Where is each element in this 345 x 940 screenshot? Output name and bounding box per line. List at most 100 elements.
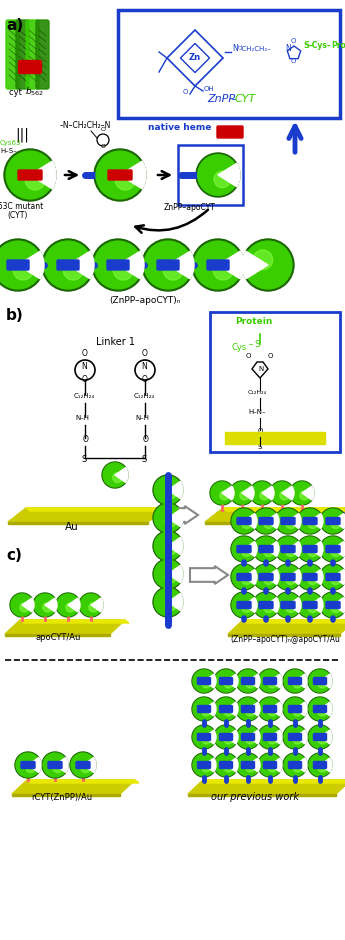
Circle shape bbox=[290, 481, 314, 505]
Text: N–H: N–H bbox=[75, 415, 89, 421]
FancyBboxPatch shape bbox=[288, 706, 302, 713]
Text: native heme: native heme bbox=[148, 123, 211, 132]
FancyBboxPatch shape bbox=[326, 573, 340, 581]
Text: N: N bbox=[232, 44, 238, 53]
FancyBboxPatch shape bbox=[264, 678, 276, 684]
Wedge shape bbox=[168, 565, 183, 583]
Circle shape bbox=[224, 707, 233, 716]
Circle shape bbox=[232, 509, 256, 533]
Text: S: S bbox=[258, 444, 263, 450]
Circle shape bbox=[320, 508, 345, 534]
Circle shape bbox=[193, 754, 215, 776]
Wedge shape bbox=[266, 513, 279, 528]
Polygon shape bbox=[228, 634, 340, 636]
Wedge shape bbox=[248, 674, 260, 688]
Circle shape bbox=[309, 698, 331, 720]
Circle shape bbox=[331, 547, 341, 556]
Circle shape bbox=[251, 482, 273, 504]
Wedge shape bbox=[333, 541, 345, 556]
Circle shape bbox=[264, 574, 274, 585]
Text: O: O bbox=[142, 349, 148, 358]
FancyBboxPatch shape bbox=[6, 20, 19, 89]
Circle shape bbox=[215, 670, 237, 692]
Bar bbox=[118, 10, 340, 118]
Circle shape bbox=[253, 592, 279, 618]
Text: Cys: Cys bbox=[232, 343, 247, 352]
Polygon shape bbox=[188, 794, 336, 796]
Text: $b_{562}$: $b_{562}$ bbox=[25, 86, 44, 99]
Circle shape bbox=[215, 698, 237, 720]
Circle shape bbox=[154, 588, 182, 616]
Circle shape bbox=[10, 593, 34, 617]
Wedge shape bbox=[91, 598, 103, 612]
Wedge shape bbox=[222, 486, 234, 500]
FancyBboxPatch shape bbox=[288, 761, 302, 769]
Text: |||: ||| bbox=[15, 128, 29, 142]
Polygon shape bbox=[188, 780, 345, 794]
Text: b): b) bbox=[6, 308, 24, 323]
Circle shape bbox=[70, 752, 96, 778]
Text: O: O bbox=[268, 353, 273, 359]
Text: apoCYT/Au: apoCYT/Au bbox=[238, 523, 286, 532]
Circle shape bbox=[154, 532, 182, 560]
Circle shape bbox=[42, 239, 94, 291]
Circle shape bbox=[286, 519, 296, 528]
Circle shape bbox=[283, 725, 307, 749]
Circle shape bbox=[293, 707, 302, 716]
Text: (CYT): (CYT) bbox=[8, 211, 28, 220]
FancyBboxPatch shape bbox=[16, 20, 29, 89]
Circle shape bbox=[224, 735, 233, 744]
Wedge shape bbox=[45, 598, 57, 612]
FancyBboxPatch shape bbox=[259, 545, 273, 553]
Wedge shape bbox=[262, 486, 274, 500]
Circle shape bbox=[298, 565, 322, 589]
Circle shape bbox=[0, 239, 44, 291]
Wedge shape bbox=[55, 758, 68, 773]
Wedge shape bbox=[270, 674, 282, 688]
Polygon shape bbox=[8, 522, 148, 524]
Circle shape bbox=[308, 547, 317, 556]
FancyBboxPatch shape bbox=[259, 602, 273, 608]
Circle shape bbox=[253, 250, 273, 270]
Circle shape bbox=[220, 491, 229, 500]
Circle shape bbox=[43, 603, 52, 612]
Wedge shape bbox=[168, 481, 183, 498]
Circle shape bbox=[241, 519, 252, 528]
Text: O: O bbox=[183, 89, 188, 95]
FancyBboxPatch shape bbox=[241, 761, 255, 769]
Circle shape bbox=[297, 536, 323, 562]
Circle shape bbox=[242, 239, 294, 291]
Circle shape bbox=[92, 239, 144, 291]
Circle shape bbox=[163, 260, 183, 280]
Text: S: S bbox=[254, 340, 260, 349]
Circle shape bbox=[153, 503, 183, 533]
Circle shape bbox=[34, 594, 56, 616]
Circle shape bbox=[56, 593, 80, 617]
Circle shape bbox=[194, 241, 242, 289]
FancyBboxPatch shape bbox=[281, 602, 295, 608]
Wedge shape bbox=[310, 570, 323, 585]
Text: H–S–: H–S– bbox=[0, 148, 17, 154]
Text: c): c) bbox=[6, 548, 22, 563]
Text: H: H bbox=[237, 45, 241, 50]
Text: N–H: N–H bbox=[135, 415, 149, 421]
Circle shape bbox=[309, 754, 331, 776]
Circle shape bbox=[94, 149, 146, 201]
Wedge shape bbox=[320, 674, 332, 688]
Circle shape bbox=[26, 762, 36, 773]
Circle shape bbox=[259, 670, 281, 692]
Text: O: O bbox=[258, 428, 263, 434]
Circle shape bbox=[320, 564, 345, 590]
Wedge shape bbox=[266, 570, 279, 585]
Circle shape bbox=[154, 504, 182, 532]
Circle shape bbox=[298, 593, 322, 617]
Circle shape bbox=[300, 491, 309, 500]
Circle shape bbox=[144, 241, 192, 289]
Text: Zn: Zn bbox=[189, 54, 201, 62]
Polygon shape bbox=[12, 794, 120, 796]
Wedge shape bbox=[288, 598, 301, 613]
FancyBboxPatch shape bbox=[21, 761, 35, 769]
Circle shape bbox=[224, 679, 233, 688]
Circle shape bbox=[154, 560, 182, 588]
Text: O: O bbox=[101, 127, 106, 132]
